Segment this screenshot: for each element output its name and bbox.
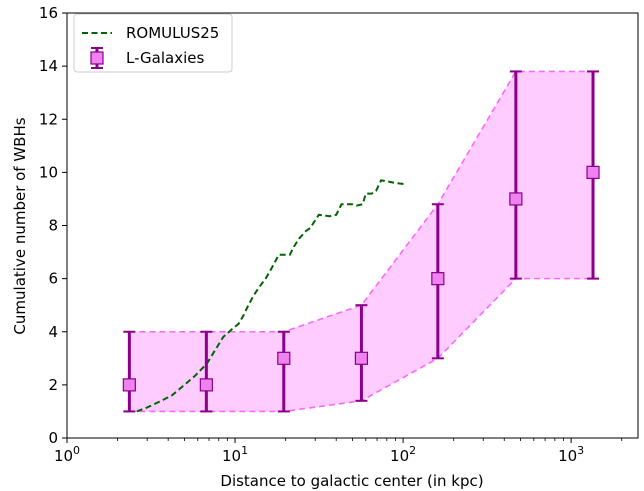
y-tick-label-8: 8 (48, 217, 58, 235)
x-tick-label-base: 10 (54, 447, 73, 465)
x-tick-label-exponent: 3 (577, 444, 584, 457)
y-tick-label-2: 2 (48, 376, 58, 394)
lgalaxies-marker-4 (431, 272, 445, 286)
x-tick-label-exponent: 0 (73, 444, 80, 457)
plot-area (122, 70, 600, 413)
x-tick-label-exponent: 2 (409, 444, 416, 457)
x-tick-label-3: 103 (558, 444, 584, 465)
x-tick-label-1: 101 (222, 444, 248, 465)
x-tick-label-0: 100 (54, 444, 80, 465)
lgalaxies-marker-6 (586, 165, 600, 179)
legend-romulus25-label: ROMULUS25 (126, 24, 219, 42)
y-tick-label-4: 4 (48, 323, 58, 341)
y-axis-label: Cumulative number of WBHs (11, 117, 29, 334)
romulus25-line (136, 179, 407, 413)
legend-box (73, 13, 233, 73)
lgalaxies-uncertainty-band (129, 71, 594, 412)
lgalaxies-marker-3 (354, 351, 369, 365)
y-tick-label-0: 0 (48, 429, 58, 447)
x-tick-label-base: 10 (558, 447, 577, 465)
lgalaxies-marker-1 (199, 378, 213, 392)
y-tick-label-12: 12 (39, 110, 58, 128)
lgalaxies-marker-0 (122, 378, 136, 392)
legend-lgalaxies-label: L-Galaxies (126, 49, 205, 67)
x-tick-label-base: 10 (222, 447, 241, 465)
legend: ROMULUS25 L-Galaxies (73, 13, 233, 73)
lgalaxies-marker-5 (509, 192, 523, 206)
x-tick-label-2: 102 (390, 444, 416, 465)
y-tick-label-14: 14 (39, 57, 58, 75)
y-tick-label-16: 16 (39, 4, 58, 22)
legend-lgalaxies-marker (90, 51, 104, 65)
x-axis-label: Distance to galactic center (in kpc) (220, 472, 483, 490)
x-tick-label-exponent: 1 (241, 444, 248, 457)
lgalaxies-marker-2 (277, 351, 291, 365)
y-tick-label-6: 6 (48, 270, 58, 288)
x-tick-label-base: 10 (390, 447, 409, 465)
y-tick-label-10: 10 (39, 163, 58, 181)
